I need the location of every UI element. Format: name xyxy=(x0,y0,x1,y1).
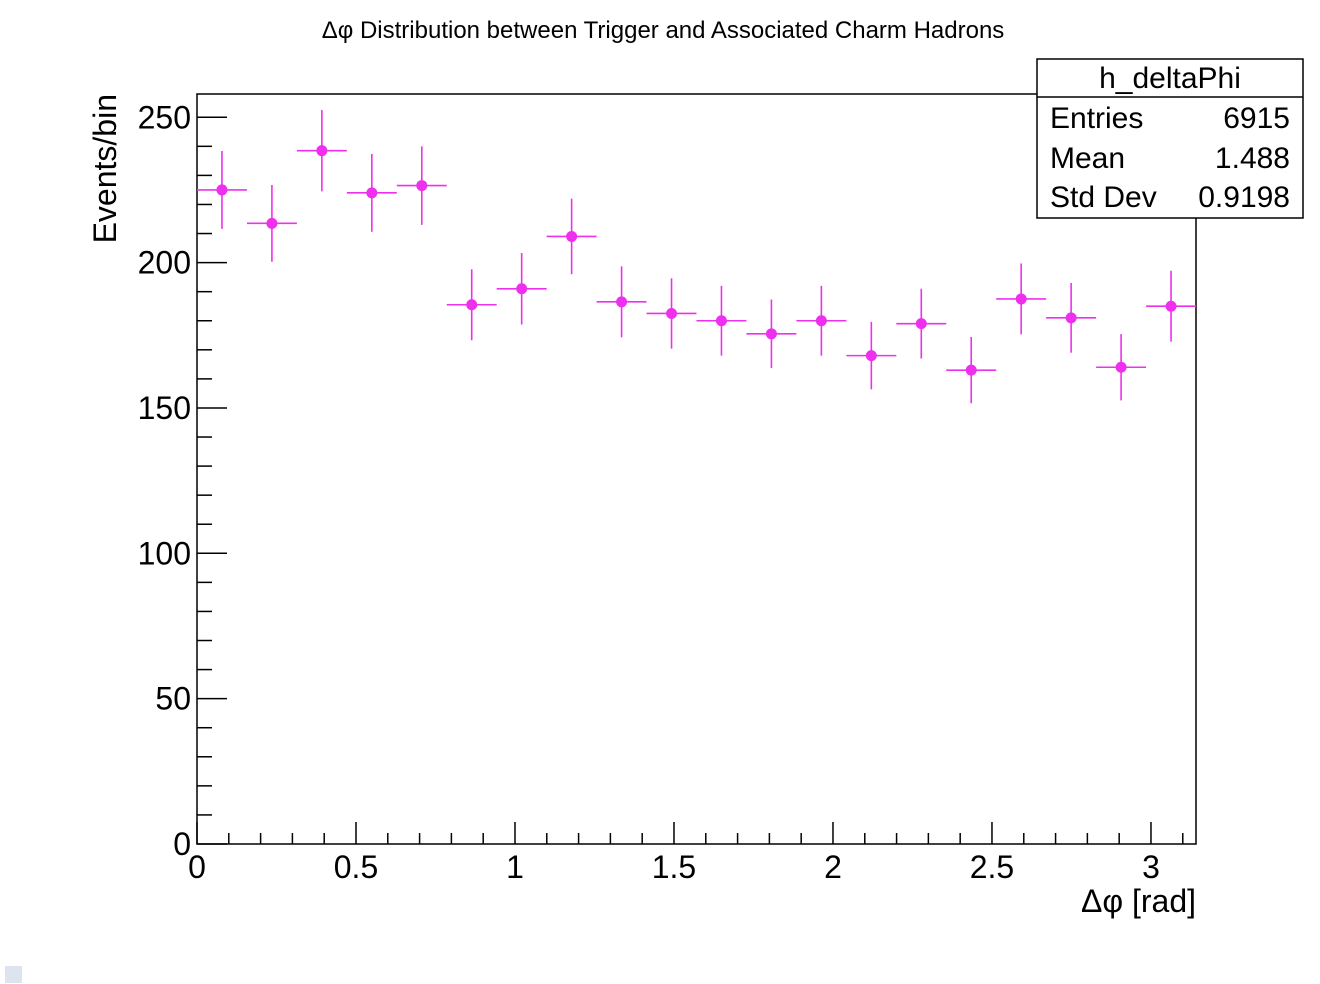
point-marker xyxy=(1015,293,1027,305)
data-point xyxy=(546,198,597,275)
data-point xyxy=(946,337,997,404)
stats-box-title: h_deltaPhi xyxy=(1099,62,1241,95)
y-tick-label: 0 xyxy=(173,826,191,862)
data-point xyxy=(846,321,897,390)
y-axis: 0 50 100 150 200 250 xyxy=(138,99,227,862)
x-tick-label: 0.5 xyxy=(334,849,378,885)
point-marker xyxy=(266,217,278,229)
point-marker xyxy=(1065,312,1077,324)
x-tick-label: 1.5 xyxy=(652,849,696,885)
data-point xyxy=(996,263,1047,335)
point-marker xyxy=(1165,300,1177,312)
x-tick-label: 2.5 xyxy=(970,849,1014,885)
data-point xyxy=(496,253,547,325)
data-point xyxy=(646,278,697,349)
stats-box: h_deltaPhi Entries 6915 Mean 1.488 Std D… xyxy=(1036,58,1304,219)
x-tick-label: 3 xyxy=(1142,849,1160,885)
data-points xyxy=(196,109,1197,404)
stats-mean-label: Mean xyxy=(1050,142,1125,175)
data-point xyxy=(1046,282,1097,353)
data-point xyxy=(696,285,747,356)
data-point xyxy=(896,288,947,359)
x-tick-label: 0 xyxy=(188,849,206,885)
point-marker xyxy=(765,328,777,340)
point-marker xyxy=(915,318,927,330)
x-tick-label: 1 xyxy=(506,849,524,885)
data-point xyxy=(196,150,247,229)
y-axis-label: Events/bin xyxy=(87,94,123,243)
data-point xyxy=(346,153,397,232)
plot-frame xyxy=(196,93,1197,845)
x-axis-label: Δφ [rad] xyxy=(1081,883,1196,919)
y-tick-label: 50 xyxy=(155,681,191,717)
canvas-corner-marker xyxy=(5,966,22,983)
data-point xyxy=(396,146,447,225)
data-point xyxy=(246,184,297,262)
point-marker xyxy=(366,187,378,199)
y-tick-label: 250 xyxy=(138,99,191,135)
data-point xyxy=(1096,334,1147,401)
data-point xyxy=(1146,270,1197,342)
data-point xyxy=(796,285,847,356)
point-marker xyxy=(566,230,578,242)
stats-stddev-label: Std Dev xyxy=(1050,181,1157,214)
data-point xyxy=(296,109,347,192)
point-marker xyxy=(815,315,827,327)
stats-mean-value: 1.488 xyxy=(1215,142,1290,175)
x-tick-label: 2 xyxy=(824,849,842,885)
data-point xyxy=(746,299,797,369)
y-tick-label: 200 xyxy=(138,245,191,281)
stats-box-frame xyxy=(1036,58,1304,219)
point-marker xyxy=(216,184,228,196)
x-axis: 0 0.5 1 1.5 2 2.5 3 xyxy=(188,822,1184,885)
point-marker xyxy=(715,315,727,327)
point-marker xyxy=(416,180,428,192)
point-marker xyxy=(666,307,678,319)
point-marker xyxy=(1115,361,1127,373)
stats-entries-value: 6915 xyxy=(1223,102,1290,135)
point-marker xyxy=(865,350,877,362)
stats-stddev-value: 0.9198 xyxy=(1198,181,1290,214)
data-point xyxy=(446,269,497,341)
y-tick-label: 100 xyxy=(138,535,191,571)
stats-entries-label: Entries xyxy=(1050,102,1143,135)
point-marker xyxy=(965,364,977,376)
point-marker xyxy=(616,296,628,308)
point-marker xyxy=(466,299,478,311)
data-point xyxy=(596,266,647,338)
chart-title: Δφ Distribution between Trigger and Asso… xyxy=(322,17,1005,44)
point-marker xyxy=(316,145,328,157)
point-marker xyxy=(516,283,528,295)
y-tick-label: 150 xyxy=(138,390,191,426)
